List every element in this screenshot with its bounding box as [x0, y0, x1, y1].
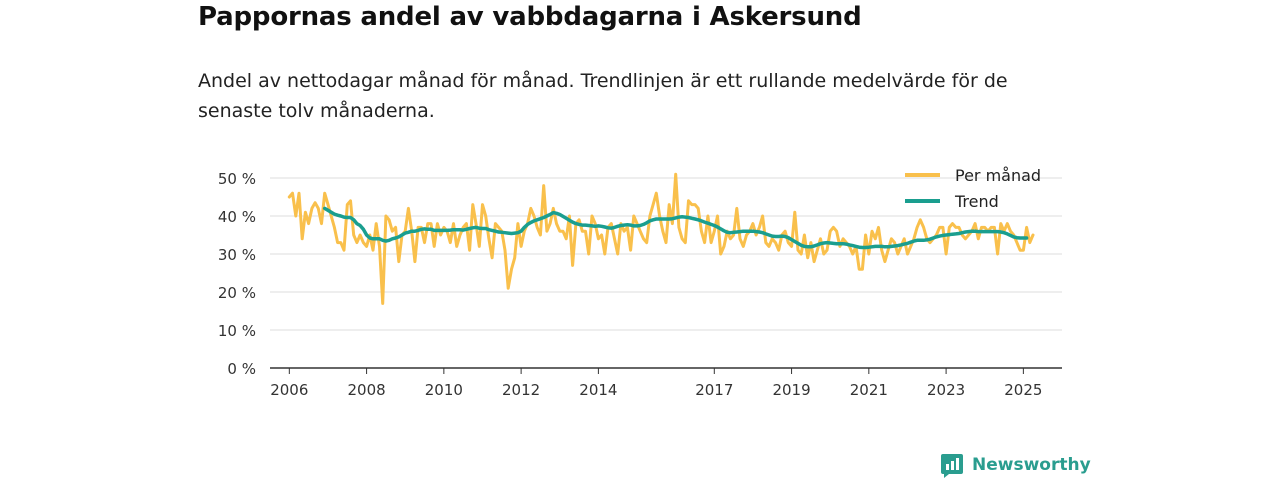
x-tick-label: 2019: [772, 381, 810, 399]
series-lines: [287, 172, 1035, 305]
legend-label-per-manad: Per månad: [955, 166, 1041, 185]
y-tick-label: 20 %: [218, 284, 256, 302]
chart-title: Pappornas andel av vabbdagarna i Askersu…: [198, 2, 862, 32]
y-tick-label: 50 %: [218, 170, 256, 188]
x-tick-label: 2008: [347, 381, 385, 399]
x-axis-ticks: 2006 2008 2010 2012 2014 2017 2019 2021 2023 2025: [270, 368, 1042, 399]
x-tick-label: 2010: [425, 381, 463, 399]
x-tick-label: 2006: [270, 381, 308, 399]
newsworthy-logo-icon: [941, 454, 963, 478]
x-tick-label: 2023: [927, 381, 965, 399]
chart-subtitle: Andel av nettodagar månad för månad. Tre…: [198, 70, 1008, 122]
legend: Per månad Trend: [905, 166, 1041, 211]
y-tick-label: 40 %: [218, 208, 256, 226]
series-line-trend: [322, 206, 1029, 250]
y-axis-ticks: 0 % 10 % 20 % 30 % 40 % 50 %: [218, 170, 256, 378]
series-line-per-manad: [287, 172, 1035, 305]
x-tick-label: 2025: [1004, 381, 1042, 399]
line-chart: 0 % 10 % 20 % 30 % 40 % 50 % 2006 2008 2010 2012…: [218, 166, 1062, 399]
legend-label-trend: Trend: [954, 192, 999, 211]
brand-name: Newsworthy: [972, 455, 1091, 475]
y-tick-label: 10 %: [218, 322, 256, 340]
y-tick-label: 30 %: [218, 246, 256, 264]
x-tick-label: 2017: [695, 381, 733, 399]
x-tick-label: 2012: [502, 381, 540, 399]
brand-logo[interactable]: Newsworthy: [940, 450, 1091, 480]
x-tick-label: 2014: [579, 381, 617, 399]
y-tick-label: 0 %: [227, 360, 256, 378]
x-tick-label: 2021: [850, 381, 888, 399]
gridlines: [270, 177, 1062, 369]
